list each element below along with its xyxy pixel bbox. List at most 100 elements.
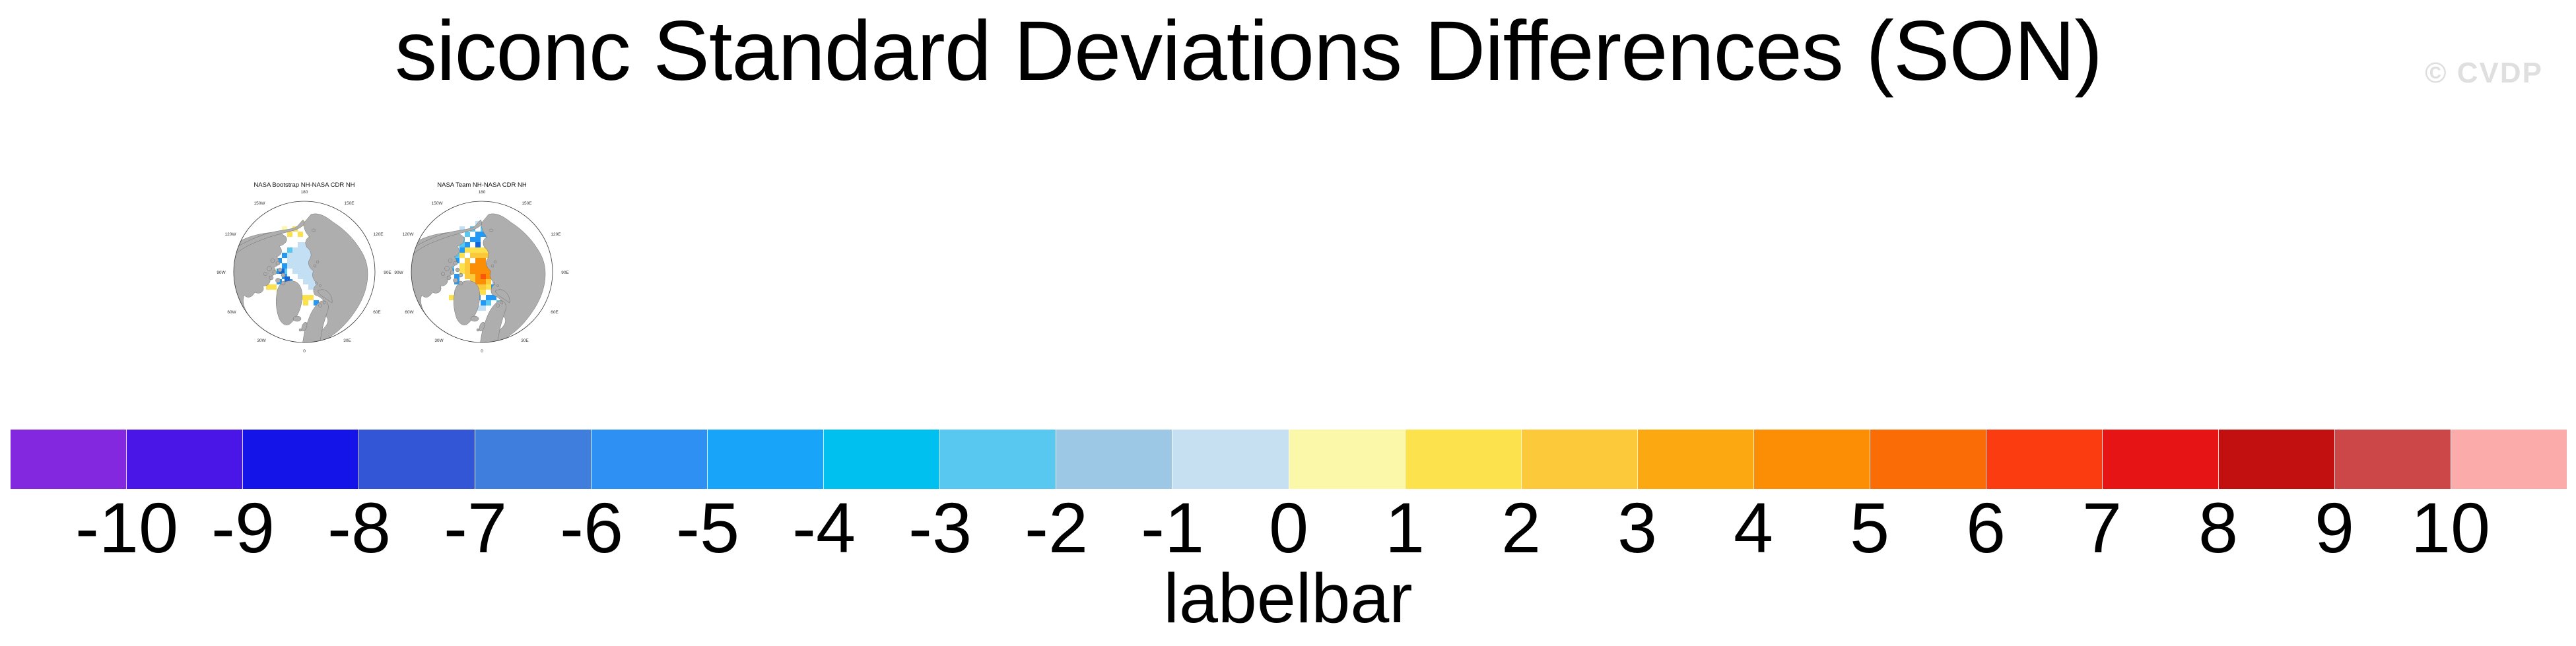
colorbar-segment: [475, 430, 592, 489]
map-cell: [481, 279, 486, 284]
colorbar-segment: [823, 430, 940, 489]
lon-label: 150E: [522, 201, 532, 206]
map-cell: [486, 300, 491, 306]
colorbar-segment: [2101, 430, 2218, 489]
lon-label: 90W: [217, 271, 226, 275]
lon-label: 30W: [434, 339, 444, 343]
map-cell: [486, 295, 491, 300]
colorbar-segment: [2334, 430, 2451, 489]
colorbar-segment: [1520, 430, 1637, 489]
lon-label: 30W: [257, 339, 266, 343]
colorbar-segment: [591, 430, 708, 489]
lon-label: 180: [301, 190, 308, 195]
colorbar-segment: [1056, 430, 1172, 489]
colorbar-tick: -7: [443, 488, 508, 567]
map-cell: [481, 274, 486, 279]
map-cell: [470, 253, 475, 258]
map-lon-labels: 180 150W 150E 120W 120E 90W 90E 60W 60E 30W 30E 0: [217, 190, 391, 354]
map-cell: [292, 247, 298, 253]
colorbar-tick: -6: [559, 488, 624, 567]
map-cell: [287, 263, 292, 269]
map-cell: [475, 269, 481, 274]
colorbar-segment: [707, 430, 824, 489]
map-cell: [277, 258, 282, 263]
map-cell: [486, 274, 491, 279]
map-cell: [465, 247, 470, 253]
figure-title: siconc Standard Deviations Differences (…: [395, 4, 2103, 98]
map-cell: [266, 284, 271, 290]
map-cell: [491, 295, 496, 300]
colorbar-label: labelbar: [1163, 560, 1413, 637]
map-cell: [287, 232, 292, 237]
map-cell: [465, 258, 470, 263]
colorbar-segment: [242, 430, 359, 489]
map-cell: [481, 247, 486, 253]
colorbar-tick: -2: [1024, 488, 1089, 567]
map-cell: [475, 274, 481, 279]
map-cell: [308, 295, 314, 300]
map-cell: [308, 269, 314, 274]
map-cell: [303, 263, 308, 269]
map-cell: [303, 247, 308, 253]
map-cell: [459, 269, 465, 274]
map-cell: [303, 279, 308, 284]
map-cell: [298, 269, 303, 274]
map-cell: [287, 253, 292, 258]
map-cell: [308, 284, 314, 290]
map-cell: [481, 306, 486, 311]
map-cell: [481, 290, 486, 295]
colorbar-tick: -4: [792, 488, 856, 567]
colorbar-segment: [1985, 430, 2102, 489]
colorbar-tick: -10: [75, 488, 179, 567]
map-cell: [454, 258, 459, 263]
colorbar: [11, 430, 2567, 489]
colorbar-tick: -3: [908, 488, 972, 567]
colorbar-tick: -5: [675, 488, 740, 567]
map-cell: [459, 253, 465, 258]
colorbar-segment: [1637, 430, 1753, 489]
lon-label: 60E: [551, 310, 559, 315]
colorbar-tick: 7: [2082, 488, 2122, 567]
map-cell: [449, 295, 454, 300]
map-cell: [292, 258, 298, 263]
colorbar-tick: -1: [1140, 488, 1205, 567]
colorbar-segment: [1753, 430, 1870, 489]
map-cell: [465, 232, 470, 237]
colorbar-tick: 4: [1733, 488, 1774, 567]
map-cell: [298, 247, 303, 253]
map-cell: [298, 263, 303, 269]
map-cell: [481, 258, 486, 263]
colorbar-segment: [2450, 430, 2567, 489]
map-cell: [481, 253, 486, 258]
map-panel-title: NASA Bootstrap NH-NASA CDR NH: [254, 181, 355, 189]
map-cell: [279, 269, 285, 274]
lon-label: 30E: [343, 339, 351, 343]
map-cell: [287, 247, 292, 253]
map-cell: [303, 300, 308, 306]
map-cell: [292, 263, 298, 269]
map-lon-labels: 180 150W 150E 120W 120E 90W 90E 60W 60E 30W 30E 0: [394, 190, 569, 354]
map-cell: [465, 242, 470, 247]
lon-label: 60W: [227, 310, 236, 315]
map-cell: [459, 247, 465, 253]
lon-label: 150E: [344, 201, 355, 206]
lon-label: 150W: [432, 201, 444, 206]
map-cell: [465, 263, 470, 269]
map-cell: [292, 253, 298, 258]
map-cell: [282, 253, 287, 258]
map-cell: [303, 274, 308, 279]
cvdp-watermark: © CVDP: [2425, 57, 2543, 89]
map-cell: [298, 242, 303, 247]
lon-label: 120W: [403, 232, 415, 237]
lon-label: 120W: [225, 232, 237, 237]
map-cell: [459, 263, 465, 269]
map-cell: [303, 269, 308, 274]
map-panel-title: NASA Team NH-NASA CDR NH: [437, 181, 527, 189]
colorbar-segment: [1869, 430, 1986, 489]
map-cell: [465, 269, 470, 274]
map-cell: [470, 247, 475, 253]
map-cell: [298, 253, 303, 258]
lon-label: 60W: [405, 310, 414, 315]
colorbar-segment: [11, 430, 127, 489]
colorbar-segment: [939, 430, 1056, 489]
